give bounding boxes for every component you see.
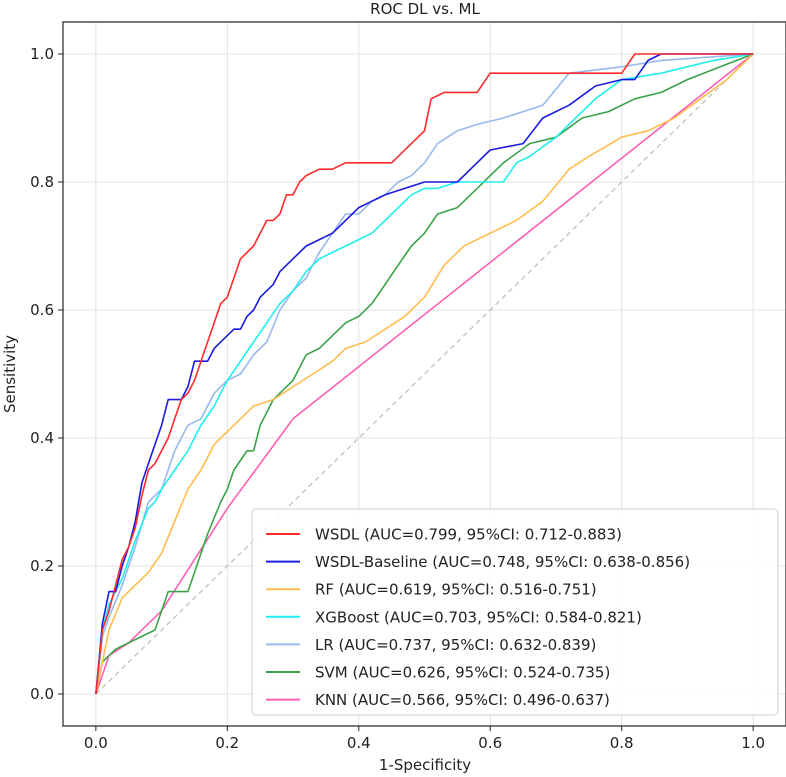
y-tick-label: 0.4 [30,429,54,447]
legend-label-lr: LR (AUC=0.737, 95%CI: 0.632-0.839) [315,636,596,654]
y-tick-label: 0.8 [30,173,54,191]
roc-curve-xgboost [95,53,754,695]
chart-title: ROC DL vs. ML [370,0,480,18]
roc-curve-wsdl-baseline [95,53,754,695]
roc-curve-wsdl [95,53,754,695]
x-tick-label: 0.8 [610,734,634,752]
y-tick-label: 1.0 [30,45,54,63]
y-axis-ticks: 0.0 0.2 0.4 0.6 0.8 1.0 [30,45,63,703]
legend-label-knn: KNN (AUC=0.566, 95%CI: 0.496-0.637) [315,691,610,709]
legend-box [251,508,779,716]
x-tick-label: 0.6 [478,734,502,752]
y-axis-label: Sensitivity [1,335,19,413]
roc-curve-knn [95,53,754,695]
legend-label-wsdl: WSDL (AUC=0.799, 95%CI: 0.712-0.883) [315,526,622,544]
y-tick-label: 0.0 [30,685,54,703]
x-tick-label: 0.4 [347,734,371,752]
x-axis-label: 1-Specificity [379,756,471,774]
legend-label-xgboost: XGBoost (AUC=0.703, 95%CI: 0.584-0.821) [315,608,642,626]
x-tick-label: 1.0 [741,734,765,752]
roc-curves [95,53,754,695]
x-axis-ticks: 0.0 0.2 0.4 0.6 0.8 1.0 [84,726,765,752]
legend-label-wsdl-baseline: WSDL-Baseline (AUC=0.748, 95%CI: 0.638-0… [315,553,690,571]
legend-label-svm: SVM (AUC=0.626, 95%CI: 0.524-0.735) [315,664,610,682]
legend-label-rf: RF (AUC=0.619, 95%CI: 0.516-0.751) [315,581,597,599]
x-tick-label: 0.2 [215,734,239,752]
y-tick-label: 0.2 [30,557,54,575]
plot-frame [62,21,786,727]
x-tick-label: 0.0 [84,734,108,752]
legend: WSDL (AUC=0.799, 95%CI: 0.712-0.883) WSDL… [251,508,779,716]
roc-curve-rf [95,53,754,695]
y-tick-label: 0.6 [30,301,54,319]
